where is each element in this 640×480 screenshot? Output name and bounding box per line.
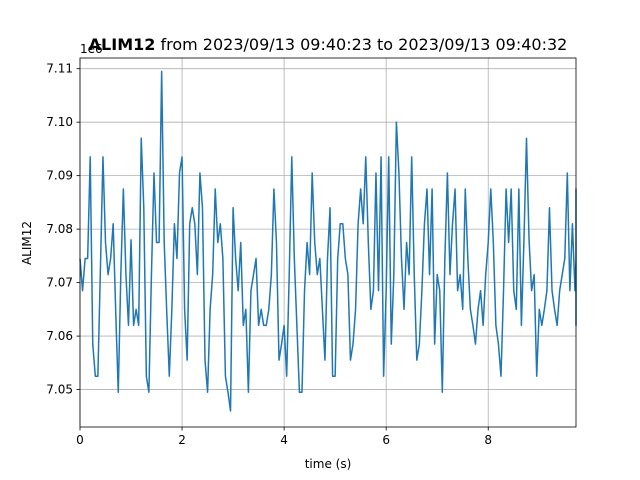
title-bold: ALIM12 — [89, 35, 156, 54]
y-offset-text: 1e6 — [80, 42, 103, 56]
y-axis-label: ALIM12 — [20, 221, 34, 265]
x-tick-label: 0 — [76, 433, 84, 447]
y-tick-label: 7.05 — [46, 383, 73, 397]
y-tick-label: 7.07 — [46, 276, 73, 290]
y-tick-label: 7.10 — [46, 115, 73, 129]
x-tick-label: 2 — [178, 433, 186, 447]
y-tick-label: 7.09 — [46, 169, 73, 183]
plot-frame — [79, 57, 577, 428]
axis-ticks: 0 2 4 6 8 7.05 7.06 7.07 7.08 7.09 7.10 7.11 — [46, 62, 492, 447]
x-tick-label: 6 — [382, 433, 390, 447]
x-tick-label: 4 — [280, 433, 288, 447]
y-tick-label: 7.06 — [46, 329, 73, 343]
title-rest: from 2023/09/13 09:40:23 to 2023/09/13 0… — [155, 35, 567, 54]
x-axis-label: time (s) — [305, 457, 352, 471]
y-tick-label: 7.08 — [46, 222, 73, 236]
series-layer — [79, 70, 577, 412]
x-tick-label: 8 — [484, 433, 492, 447]
series-line — [79, 70, 577, 412]
y-tick-label: 7.11 — [46, 62, 73, 76]
chart-title: ALIM12 from 2023/09/13 09:40:23 to 2023/… — [89, 35, 568, 54]
